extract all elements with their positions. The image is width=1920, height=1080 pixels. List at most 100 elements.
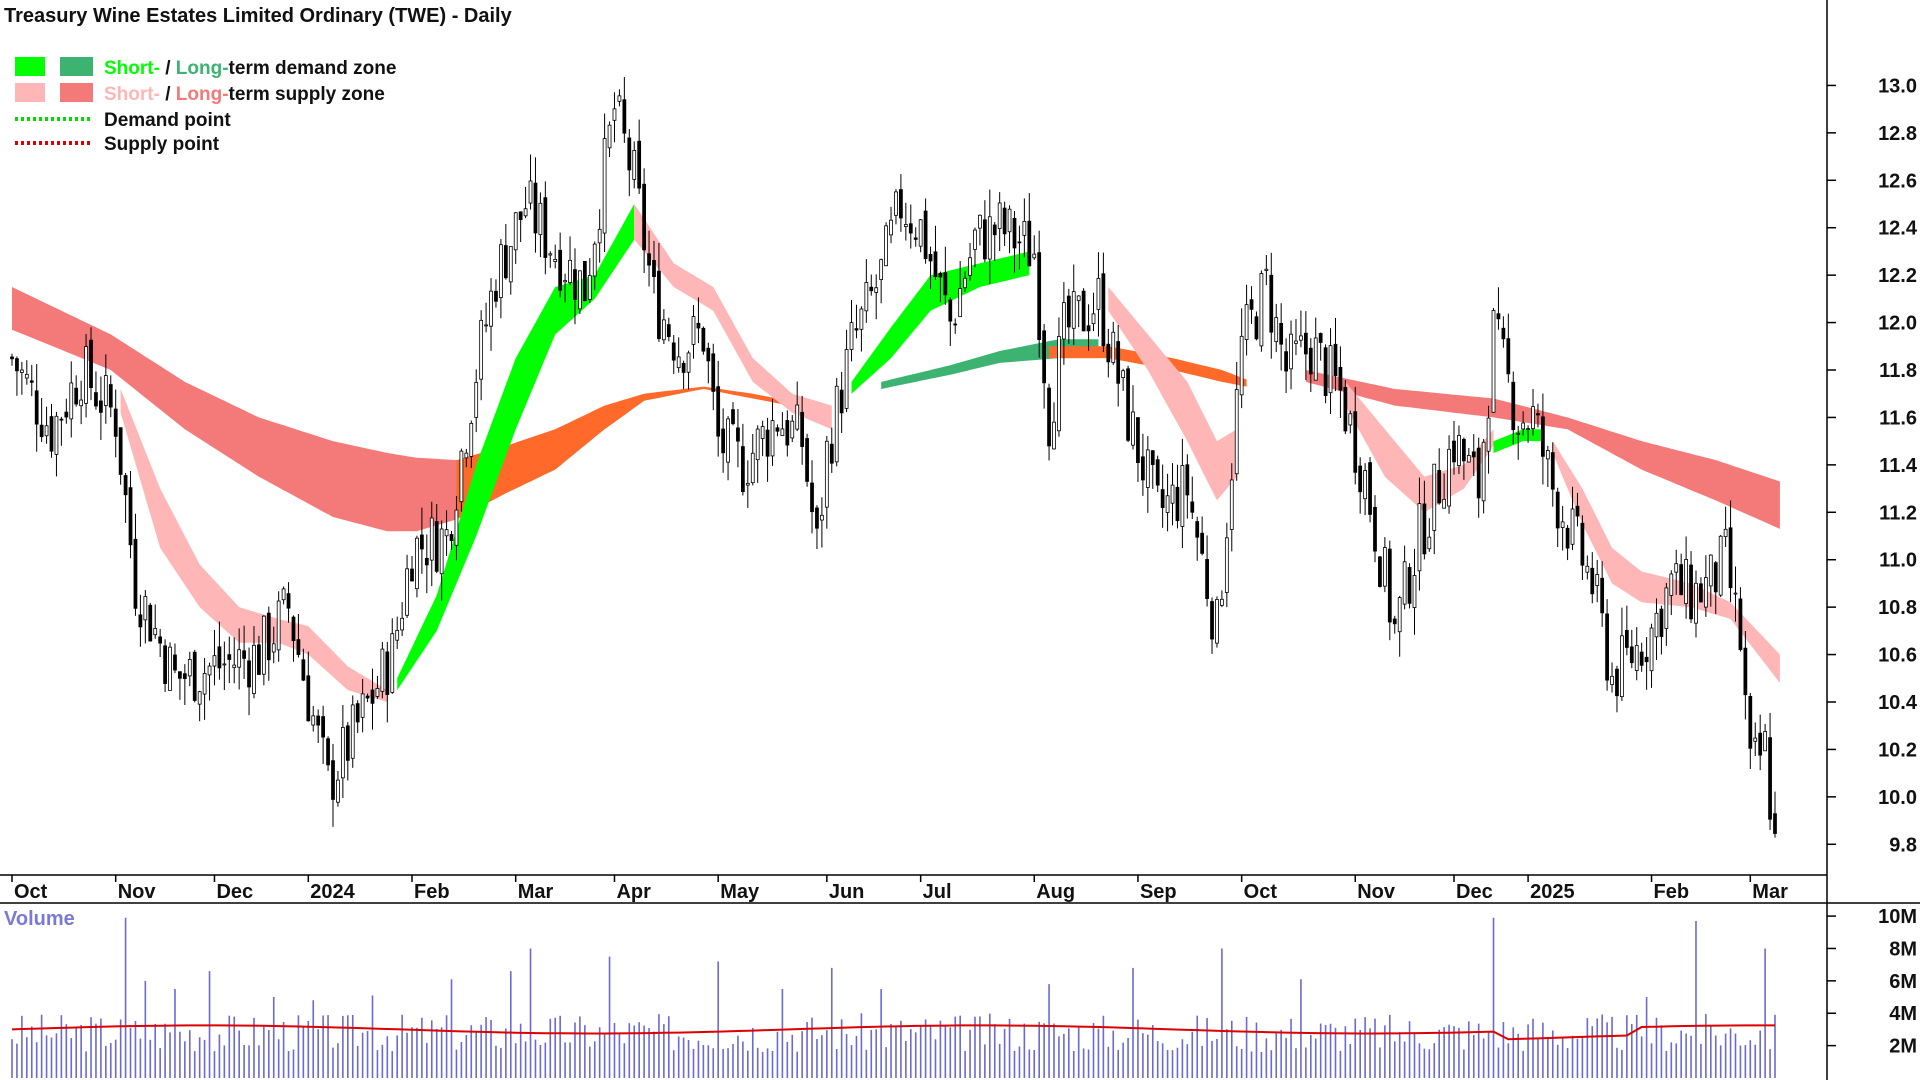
candle-body bbox=[642, 183, 646, 251]
candle-body bbox=[1274, 317, 1279, 343]
candle-body bbox=[1249, 299, 1254, 310]
time-tick-label: May bbox=[720, 881, 760, 903]
legend-label-demand-point: Demand point bbox=[104, 110, 231, 131]
candle-body bbox=[765, 429, 770, 457]
candle-body bbox=[1733, 592, 1738, 595]
candle-body bbox=[449, 534, 454, 542]
candle-body bbox=[74, 387, 79, 405]
candle-body bbox=[1422, 503, 1427, 555]
candle-body bbox=[1279, 322, 1284, 345]
candle-body bbox=[148, 604, 153, 642]
candle-body bbox=[874, 287, 879, 293]
candle-body bbox=[1496, 313, 1501, 320]
time-tick-label: Aug bbox=[1036, 881, 1075, 903]
candle-body bbox=[192, 651, 197, 701]
price-tick-label: 10.2 bbox=[1878, 739, 1917, 761]
candle-body bbox=[281, 588, 286, 601]
candle-body bbox=[247, 660, 251, 688]
candle-body bbox=[953, 323, 958, 326]
candle-body bbox=[1545, 450, 1550, 460]
candle-body bbox=[1743, 647, 1748, 696]
candle-body bbox=[1264, 268, 1269, 271]
candle-body bbox=[933, 251, 938, 278]
candle-body bbox=[34, 390, 39, 425]
candle-body bbox=[1447, 448, 1451, 507]
candle-body bbox=[573, 269, 577, 300]
candle-body bbox=[1106, 343, 1111, 363]
candle-body bbox=[1580, 522, 1585, 566]
candle-body bbox=[696, 322, 701, 329]
candle-body bbox=[701, 327, 706, 352]
candle-body bbox=[1708, 554, 1713, 587]
candle-body bbox=[1526, 428, 1530, 430]
candle-body bbox=[1402, 561, 1407, 605]
candle-body bbox=[1610, 675, 1614, 685]
zone-short_supply_pink4 bbox=[1345, 381, 1494, 513]
time-tick-label: Apr bbox=[616, 881, 651, 903]
candle-body bbox=[1590, 567, 1595, 595]
candle-body bbox=[400, 617, 405, 631]
candle-body bbox=[99, 400, 103, 413]
candle-body bbox=[1150, 450, 1155, 465]
candle-body bbox=[1086, 325, 1091, 332]
legend-swatch-short-supply bbox=[15, 83, 45, 102]
candle-body bbox=[681, 362, 686, 373]
candle-body bbox=[252, 644, 256, 694]
candle-body bbox=[533, 182, 538, 234]
candle-body bbox=[84, 346, 88, 404]
candle-body bbox=[143, 596, 148, 621]
candle-body bbox=[1210, 601, 1214, 640]
candle-body bbox=[1126, 368, 1130, 441]
candle-body bbox=[1753, 737, 1758, 742]
candle-body bbox=[375, 687, 380, 697]
price-tick-label: 13.0 bbox=[1878, 75, 1917, 97]
candle-body bbox=[908, 223, 913, 234]
candle-body bbox=[978, 214, 982, 229]
price-tick-label: 12.6 bbox=[1878, 170, 1917, 192]
candle-body bbox=[1501, 327, 1506, 340]
price-tick-label: 10.6 bbox=[1878, 645, 1917, 667]
candle-body bbox=[44, 425, 49, 437]
candle-body bbox=[1215, 599, 1219, 644]
candle-body bbox=[1595, 574, 1600, 586]
legend-long-label: Long- bbox=[176, 84, 229, 105]
legend-short-label: Short- bbox=[104, 58, 160, 79]
candle-body bbox=[1605, 613, 1609, 681]
candle-body bbox=[992, 224, 997, 236]
candle-body bbox=[1101, 273, 1106, 347]
candle-body bbox=[360, 693, 365, 718]
candle-body bbox=[1037, 252, 1042, 341]
candle-body bbox=[1047, 387, 1051, 447]
candle-body bbox=[1333, 343, 1338, 376]
volume-tick-label: 6M bbox=[1889, 971, 1917, 993]
candle-body bbox=[424, 557, 429, 566]
candle-body bbox=[1669, 573, 1674, 596]
candle-body bbox=[652, 260, 656, 277]
candle-body bbox=[340, 727, 345, 779]
candle-body bbox=[202, 673, 207, 695]
candle-body bbox=[54, 415, 59, 455]
candle-body bbox=[1462, 438, 1466, 462]
candle-body bbox=[173, 654, 177, 671]
candle-body bbox=[1052, 421, 1056, 450]
candle-body bbox=[1758, 732, 1763, 756]
candle-body bbox=[1363, 470, 1367, 500]
candle-body bbox=[1541, 416, 1545, 457]
candle-body bbox=[1244, 304, 1249, 340]
candle-body bbox=[291, 616, 296, 642]
candle-body bbox=[1220, 598, 1224, 606]
candle-body bbox=[207, 665, 212, 676]
candle-body bbox=[824, 440, 829, 508]
zone-short_supply_pink3 bbox=[1108, 287, 1237, 501]
price-tick-label: 12.4 bbox=[1878, 218, 1918, 240]
candle-body bbox=[182, 673, 187, 679]
candle-body bbox=[271, 643, 276, 653]
candle-body bbox=[1002, 207, 1007, 235]
candle-body bbox=[1136, 417, 1140, 464]
time-tick-label: Jun bbox=[829, 881, 865, 903]
candle-body bbox=[869, 286, 874, 292]
volume-moving-average bbox=[11, 1024, 1775, 1041]
candle-body bbox=[854, 328, 859, 331]
zone-long_supply_red bbox=[12, 287, 457, 532]
candle-body bbox=[736, 427, 740, 442]
